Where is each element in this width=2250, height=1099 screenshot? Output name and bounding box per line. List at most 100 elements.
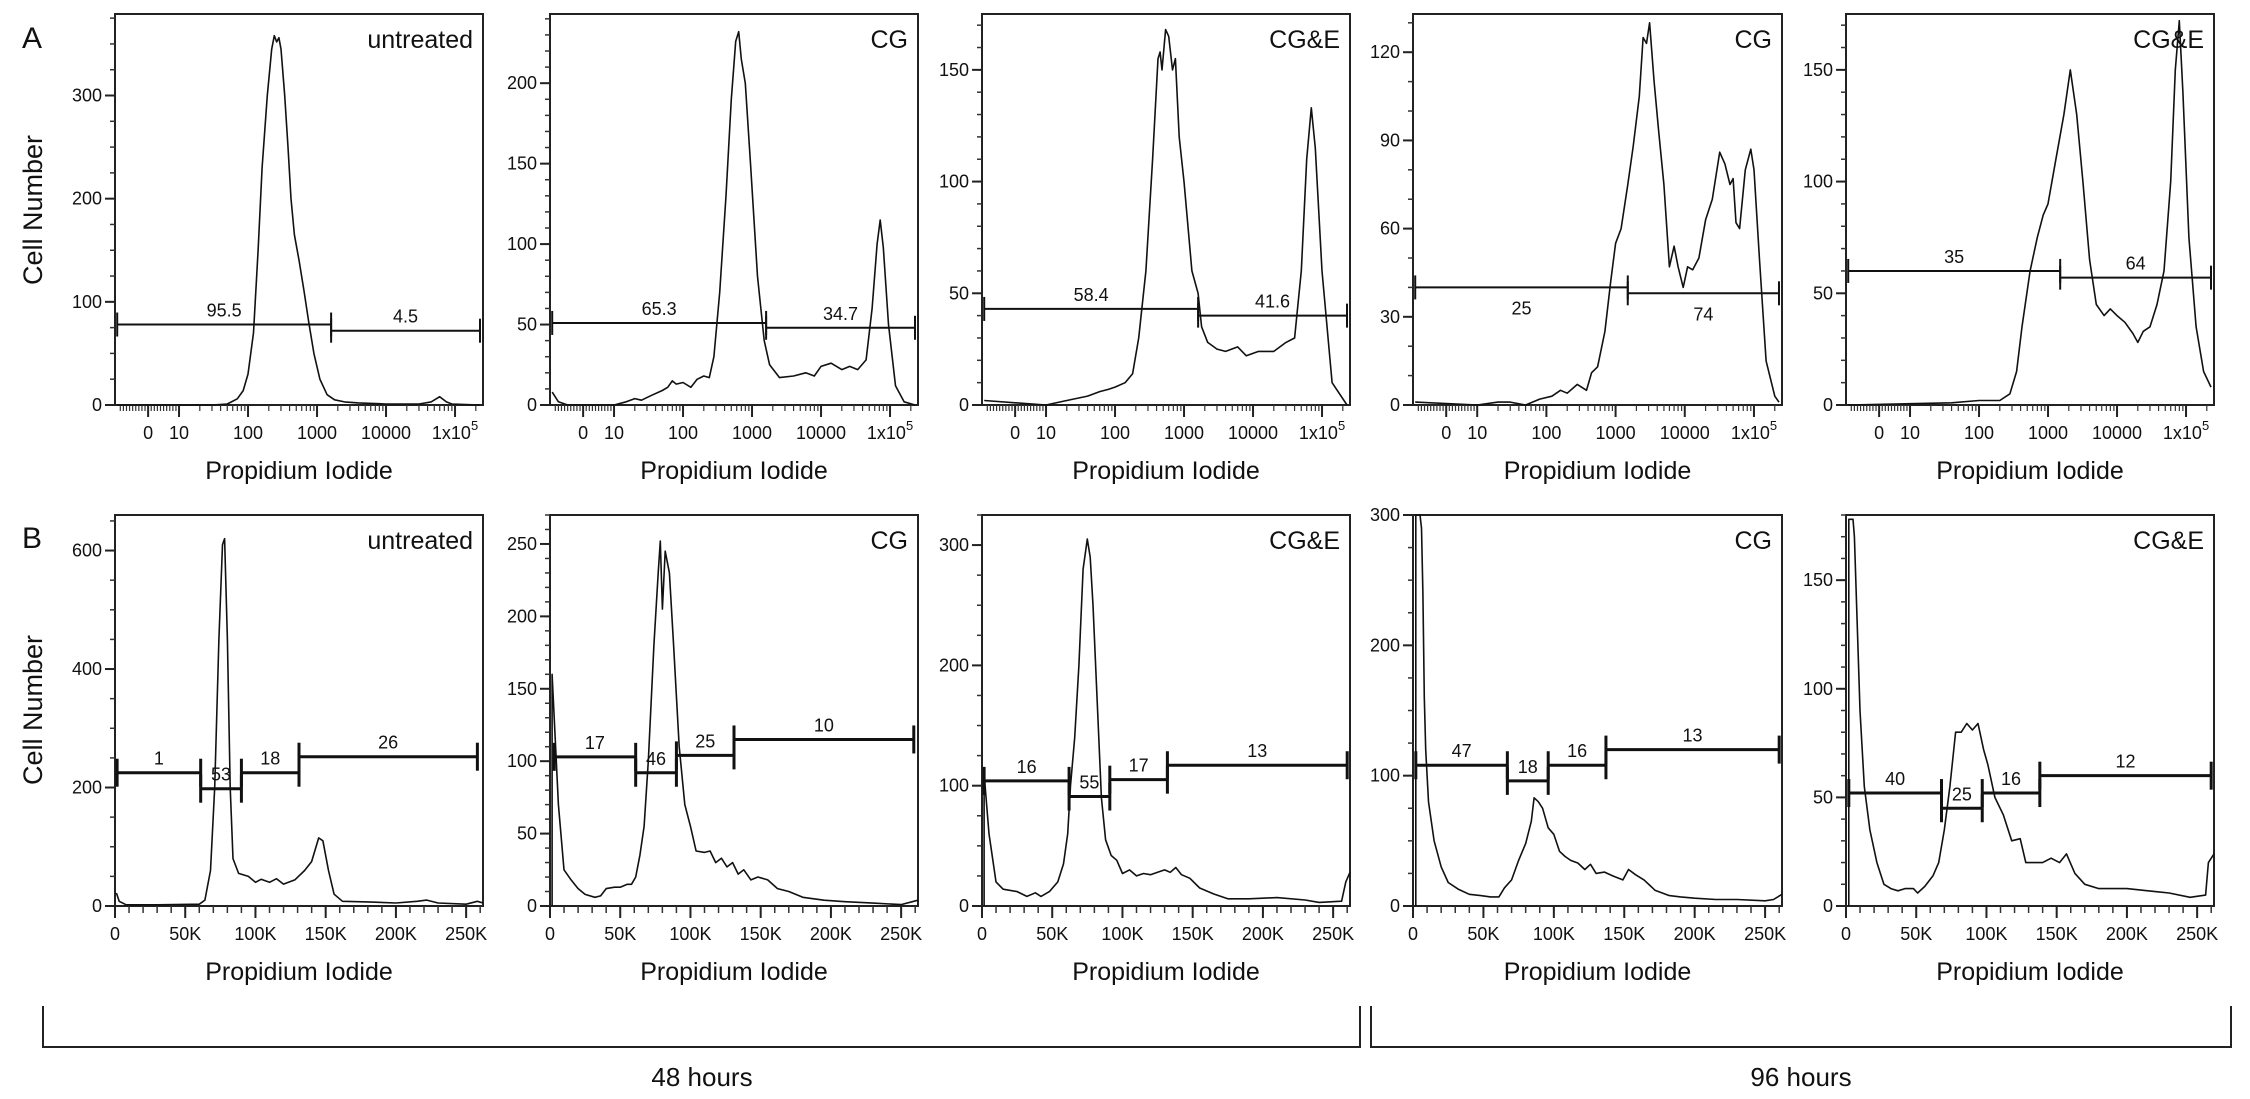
gate-percentage-label: 18 <box>1518 757 1538 777</box>
x-tick-label: 50K <box>604 924 636 944</box>
y-tick-label: 0 <box>1823 896 1833 916</box>
y-tick-label: 100 <box>1803 679 1833 699</box>
row-label-a: A <box>22 22 42 55</box>
plot-frame <box>114 514 484 907</box>
x-tick-label: 1000 <box>732 423 772 443</box>
y-tick-label: 100 <box>1803 172 1833 192</box>
x-tick-label: 1000 <box>2028 423 2068 443</box>
histogram-line <box>117 34 481 406</box>
y-tick-label: 0 <box>1823 395 1833 415</box>
x-tick-label: 10000 <box>361 423 411 443</box>
y-tick-label: 300 <box>1370 505 1400 525</box>
y-axis-labels: Cell Number Cell Number <box>18 135 48 785</box>
x-tick-label: 1x105 <box>1731 418 1777 443</box>
histogram-panel-b-5: 0 50 100 150 0 50K 100K 150K 200K 250K Propidium I… <box>1803 514 2218 986</box>
time-label-96-hours: 96 hours <box>1750 1062 1851 1092</box>
x-tick-label: 0 <box>1010 423 1020 443</box>
gate-marker: 35 <box>1847 247 2062 283</box>
gate-percentage-label: 12 <box>2115 752 2135 772</box>
gate-percentage-label: 1 <box>154 749 164 769</box>
x-tick-label: 250K <box>880 924 922 944</box>
panel-title: untreated <box>367 26 473 54</box>
gate-percentage-label: 64 <box>2126 254 2146 274</box>
y-tick-label: 100 <box>939 776 969 796</box>
x-axis-label: Propidium Iodide <box>205 457 393 485</box>
gate-percentage-label: 55 <box>1079 773 1099 793</box>
plot-frame <box>981 514 1351 907</box>
gate-percentage-label: 18 <box>260 749 280 769</box>
x-tick-label: 150K <box>1603 924 1645 944</box>
y-tick-label: 150 <box>1803 570 1833 590</box>
histogram-panel-a-1: 0 100 200 300 0 10 100 1000 10000 1x105 Propidium … <box>72 13 484 485</box>
gate-percentage-label: 17 <box>1129 756 1149 776</box>
histogram-line <box>983 538 1351 906</box>
x-axis-label: Propidium Iodide <box>1936 958 2124 986</box>
histogram-panel-b-3: 0 100 200 300 0 50K 100K 150K 200K 250K Propidium … <box>939 514 1354 986</box>
plot-frame <box>549 514 919 907</box>
x-tick-label: 1x105 <box>2163 418 2209 443</box>
x-tick-label: 150K <box>305 924 347 944</box>
x-axis-label: Propidium Iodide <box>1936 457 2124 485</box>
y-tick-label: 100 <box>507 234 537 254</box>
histogram-line <box>551 540 919 906</box>
x-axis-label: Propidium Iodide <box>640 457 828 485</box>
y-tick-label: 150 <box>1803 60 1833 80</box>
x-axis-label: Propidium Iodide <box>1504 958 1692 986</box>
gate-percentage-label: 16 <box>1017 757 1037 777</box>
time-label-48-hours: 48 hours <box>651 1062 752 1092</box>
x-tick-label: 0 <box>1441 423 1451 443</box>
panel-title: CG <box>1735 527 1773 555</box>
gate-percentage-label: 34.7 <box>823 304 858 324</box>
y-tick-label: 200 <box>72 778 102 798</box>
y-tick-label: 60 <box>1380 219 1400 239</box>
y-tick-label: 30 <box>1380 307 1400 327</box>
y-tick-label: 0 <box>1390 896 1400 916</box>
y-tick-label: 400 <box>72 659 102 679</box>
gate-marker: 10 <box>732 715 916 754</box>
gate-percentage-label: 41.6 <box>1255 292 1290 312</box>
y-tick-label: 90 <box>1380 130 1400 150</box>
gate-percentage-label: 13 <box>1247 741 1267 761</box>
y-tick-label: 0 <box>1390 395 1400 415</box>
y-tick-label: 300 <box>939 535 969 555</box>
x-tick-label: 150K <box>2036 924 2078 944</box>
plot-frame <box>981 13 1351 406</box>
gate-marker: 16 <box>982 757 1071 795</box>
gate-marker: 64 <box>2059 254 2212 290</box>
x-tick-label: 100 <box>668 423 698 443</box>
panel-title: untreated <box>367 527 473 555</box>
y-tick-label: 50 <box>1813 283 1833 303</box>
histogram-line <box>1848 518 2215 906</box>
panel-title: CG&E <box>1269 527 1340 555</box>
row-labels: A B <box>22 22 42 555</box>
histogram-line <box>551 30 916 406</box>
x-tick-label: 100K <box>669 924 711 944</box>
x-tick-label: 250K <box>445 924 487 944</box>
x-tick-label: 0 <box>1408 924 1418 944</box>
x-tick-label: 100K <box>1101 924 1143 944</box>
x-tick-label: 250K <box>1744 924 1786 944</box>
panel-title: CG&E <box>2133 527 2204 555</box>
y-tick-label: 100 <box>72 292 102 312</box>
gate-marker: 1 <box>115 749 203 787</box>
y-tick-label: 150 <box>507 679 537 699</box>
gate-marker: 95.5 <box>116 301 333 337</box>
plot-frame <box>114 13 484 406</box>
y-tick-label: 250 <box>507 534 537 554</box>
y-tick-label: 100 <box>1370 766 1400 786</box>
x-tick-label: 50K <box>1467 924 1499 944</box>
y-tick-label: 50 <box>949 283 969 303</box>
x-tick-label: 100K <box>1965 924 2007 944</box>
y-tick-label: 150 <box>507 154 537 174</box>
bracket-48-hours <box>42 1006 1361 1048</box>
x-tick-label: 1x105 <box>867 418 913 443</box>
x-tick-label: 10 <box>1036 423 1056 443</box>
plot-frame <box>1412 13 1783 406</box>
x-tick-label: 10 <box>604 423 624 443</box>
gate-marker: 18 <box>239 749 301 787</box>
x-tick-label: 100K <box>1533 924 1575 944</box>
y-tick-label: 100 <box>507 751 537 771</box>
x-tick-label: 10000 <box>796 423 846 443</box>
gate-percentage-label: 53 <box>211 765 231 785</box>
y-axis-label-row-b: Cell Number <box>18 635 48 785</box>
